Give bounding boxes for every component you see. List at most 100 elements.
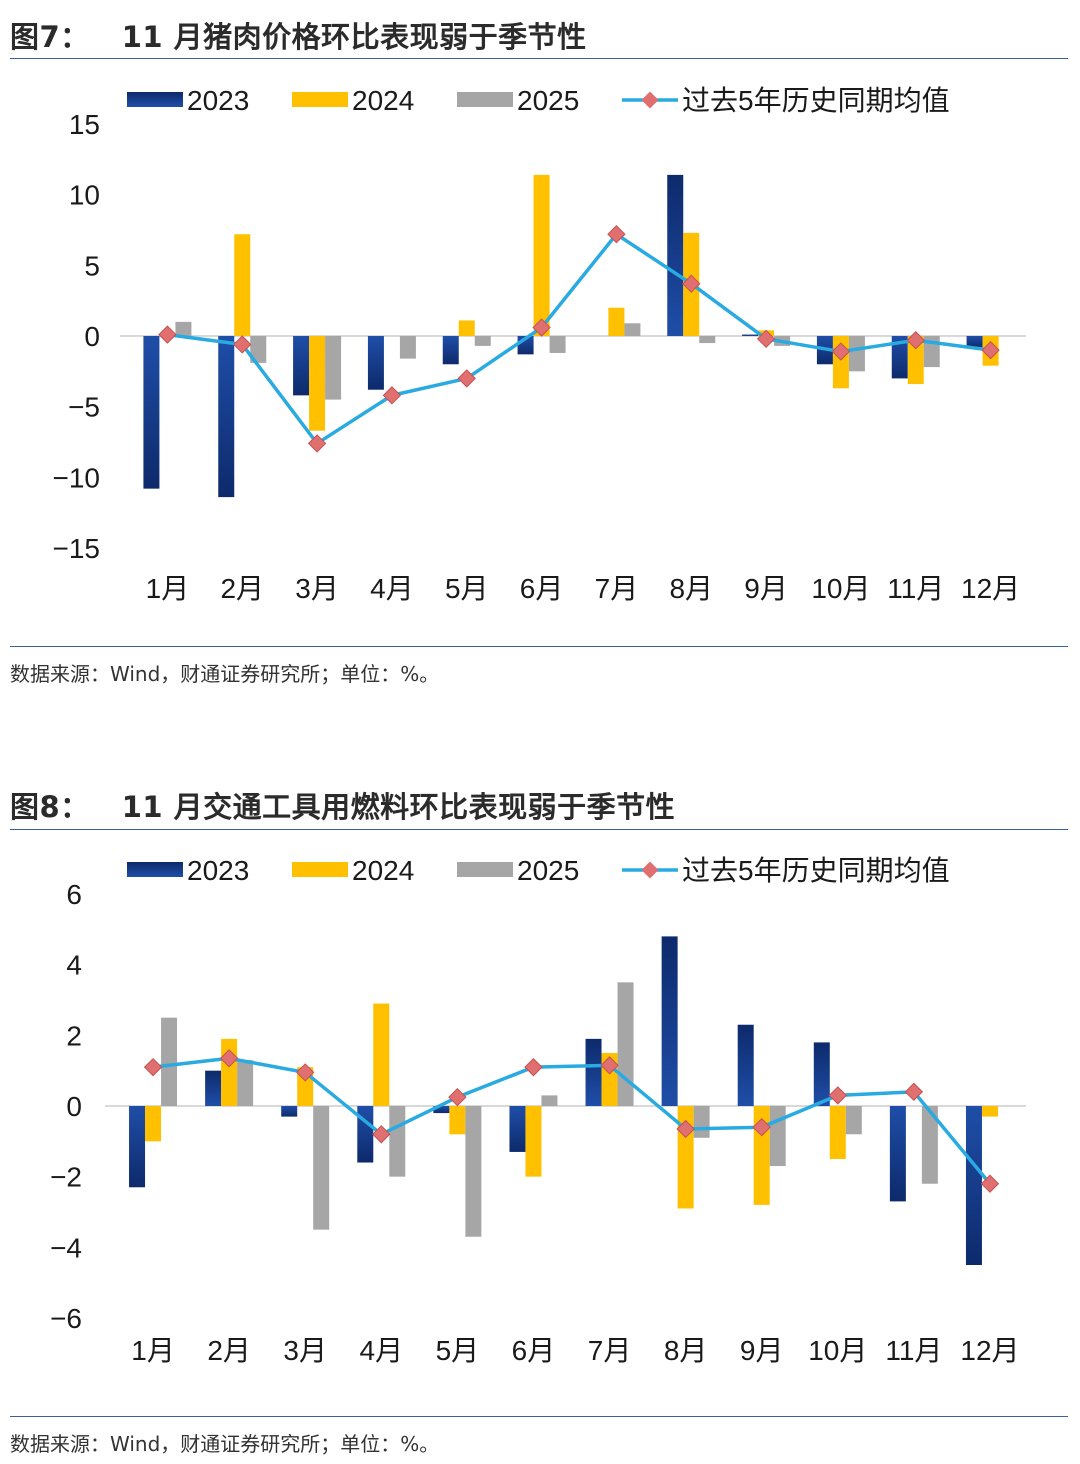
figure-8-title-text: 11 月交通工具用燃料环比表现弱于季节性: [121, 790, 676, 824]
x-tick-label: 9月: [744, 573, 788, 604]
bar-2023: [433, 1106, 450, 1114]
y-tick-label: −15: [53, 533, 101, 564]
figure-8-number: 图8：: [10, 790, 90, 824]
figure-7-panel: 图7： 11 月猪肉价格环比表现弱于季节性 15 10 5 0 −5 −10 −15 1月 2月 3…: [0, 0, 1080, 700]
avg-marker: [904, 1082, 924, 1102]
y-tick-label: 10: [69, 180, 100, 211]
y-tick-label: 0: [66, 1091, 82, 1122]
bar-2023: [891, 336, 908, 379]
bar-2023: [442, 336, 459, 365]
x-tick-label: 1月: [131, 1335, 175, 1366]
legend-swatch-2025: [457, 92, 513, 107]
bar-2023: [293, 336, 310, 396]
avg-marker: [296, 1063, 315, 1082]
avg-marker: [158, 325, 177, 344]
bar-2023: [129, 1106, 146, 1188]
bar-2025: [465, 1106, 482, 1237]
legend-swatch-2024: [292, 92, 348, 107]
bar-2025: [237, 1060, 254, 1106]
bar-2025: [325, 336, 342, 400]
legend-label: 2023: [187, 855, 249, 886]
x-tick-label: 2月: [220, 573, 264, 604]
bar-2025: [624, 323, 641, 336]
x-tick-label: 5月: [445, 573, 489, 604]
avg-marker: [532, 318, 551, 337]
bar-2025: [389, 1106, 406, 1177]
legend-label: 过去5年历史同期均值: [682, 85, 950, 116]
bar-2024: [449, 1106, 466, 1135]
bar-2025: [250, 336, 267, 363]
bar-2023: [509, 1106, 526, 1152]
avg-marker: [448, 1087, 467, 1107]
figure-7-title-text: 11 月猪肉价格环比表现弱于季节性: [121, 20, 587, 54]
bar-2025: [769, 1106, 786, 1167]
bar-2024: [533, 174, 550, 336]
x-tick-label: 9月: [740, 1335, 784, 1366]
x-tick-label: 1月: [146, 573, 190, 604]
bar-2024: [309, 336, 326, 431]
bar-2023: [281, 1106, 298, 1117]
avg-marker: [600, 1056, 619, 1075]
bar-2025: [399, 336, 416, 359]
avg-marker: [756, 329, 776, 349]
bar-2024: [981, 1106, 998, 1117]
bar-2023: [965, 1106, 982, 1265]
legend-label: 2025: [517, 855, 579, 886]
x-tick-label: 12月: [961, 573, 1020, 604]
bar-2024: [829, 1106, 846, 1159]
legend-label: 2024: [352, 85, 414, 116]
figure-7-source: 数据来源：Wind，财通证券研究所；单位：%。: [10, 662, 440, 686]
legend-label: 2023: [187, 85, 249, 116]
bar-2024: [458, 320, 475, 336]
x-tick-label: 8月: [669, 573, 713, 604]
y-tick-label: −6: [50, 1303, 82, 1334]
bar-2025: [474, 336, 491, 346]
bar-2023: [667, 174, 684, 336]
x-tick-label: 6月: [512, 1335, 556, 1366]
y-tick-label: −4: [50, 1232, 82, 1263]
avg-marker: [831, 342, 851, 361]
bar-2024: [221, 1038, 238, 1106]
avg-marker: [307, 434, 327, 453]
pork-price-chart: 15 10 5 0 −5 −10 −15 1月 2月 3月 4月 5月 6月 7月 8月 9月 10月 11月 12…: [53, 85, 1026, 604]
bar-2023: [889, 1106, 906, 1202]
bar-2025: [845, 1106, 862, 1135]
bar-2023: [737, 1024, 754, 1106]
legend: 2023 2024 2025 过去5年历史同期均值: [127, 855, 950, 886]
legend-swatch-2023: [127, 862, 183, 877]
y-tick-label: 2: [66, 1020, 82, 1051]
source-divider: [10, 646, 1068, 647]
x-tick-label: 6月: [520, 573, 564, 604]
bar-2025: [848, 336, 865, 372]
bar-2023: [585, 1038, 602, 1106]
legend-label: 2024: [352, 855, 414, 886]
source-divider: [10, 1416, 1068, 1417]
bar-2023: [813, 1042, 830, 1106]
y-tick-label: 15: [69, 109, 100, 140]
x-tick-label: 4月: [370, 573, 414, 604]
avg-marker: [682, 274, 701, 293]
x-tick-label: 3月: [295, 573, 339, 604]
bar-2025: [175, 321, 192, 336]
figure-7-number: 图7：: [10, 20, 90, 54]
y-tick-label: 4: [66, 950, 82, 981]
x-tick-label: 5月: [436, 1335, 480, 1366]
avg-marker: [524, 1057, 543, 1077]
y-tick-label: 0: [84, 321, 100, 352]
x-tick-label: 2月: [207, 1335, 251, 1366]
avg-marker: [607, 225, 626, 244]
avg-marker: [382, 386, 402, 405]
figure-8-source: 数据来源：Wind，财通证券研究所；单位：%。: [10, 1432, 440, 1456]
x-tick-label: 11月: [885, 1335, 942, 1366]
bar-2023: [742, 334, 759, 336]
bar-2023: [143, 336, 160, 489]
avg-marker: [828, 1086, 847, 1105]
y-tick-label: −10: [53, 462, 101, 493]
bar-2025: [549, 336, 566, 353]
bar-2024: [907, 336, 924, 385]
avg-marker: [233, 335, 252, 354]
x-tick-label: 4月: [360, 1335, 404, 1366]
y-tick-label: −5: [68, 392, 100, 423]
x-tick-label: 8月: [664, 1335, 708, 1366]
legend-swatch-marker: [641, 91, 659, 109]
